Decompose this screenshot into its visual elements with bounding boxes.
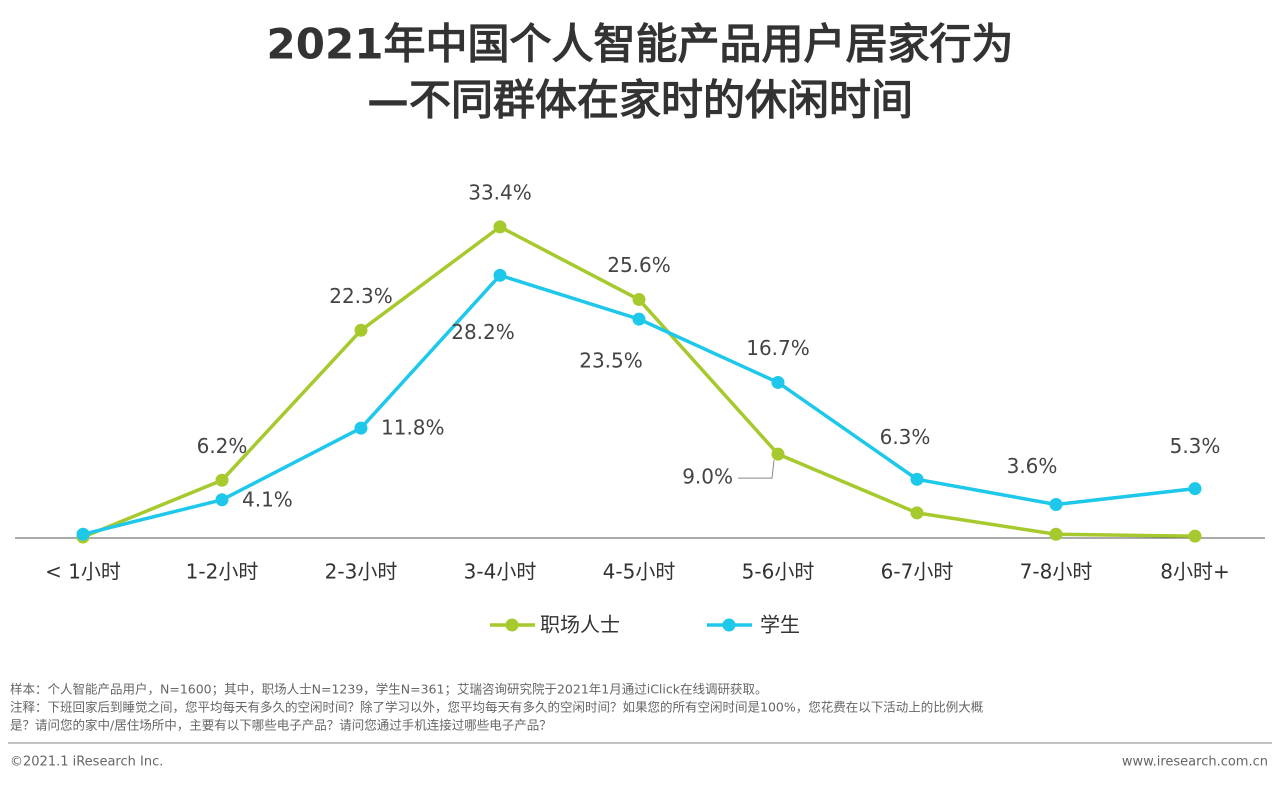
point [76, 527, 90, 541]
x-tick-label: < 1小时 [45, 560, 121, 584]
point [215, 473, 229, 487]
x-tick-label: 3-4小时 [464, 560, 537, 584]
point [354, 323, 368, 337]
point [1049, 527, 1063, 541]
legend-label: 学生 [760, 613, 800, 637]
point [910, 506, 924, 520]
data-label: 23.5% [579, 349, 643, 373]
point [493, 220, 507, 234]
data-label: 6.2% [197, 434, 248, 458]
website: www.iresearch.com.cn [1122, 755, 1268, 770]
legend-marker [505, 618, 519, 632]
chart-title: 2021年中国个人智能产品用户居家行为 [267, 20, 1014, 69]
x-tick-label: 8小时+ [1160, 560, 1229, 584]
data-label: 28.2% [451, 320, 515, 344]
point [1188, 529, 1202, 543]
footnote: 注释：下班回家后到睡觉之间，您平均每天有多久的空闲时间？除了学习以外，您平均每天… [10, 700, 983, 715]
data-label: 25.6% [607, 253, 671, 277]
data-label: 6.3% [880, 425, 931, 449]
data-label: 22.3% [329, 284, 393, 308]
x-tick-label: 5-6小时 [742, 560, 815, 584]
point [215, 493, 229, 507]
point [1049, 497, 1063, 511]
legend-marker [722, 618, 736, 632]
point [354, 421, 368, 435]
x-tick-label: 6-7小时 [881, 560, 954, 584]
chart-subtitle: —不同群体在家时的休闲时间 [367, 76, 913, 125]
data-label: 4.1% [242, 487, 293, 511]
x-tick-label: 2-3小时 [325, 560, 398, 584]
footnote: 样本：个人智能产品用户，N=1600；其中，职场人士N=1239，学生N=361… [10, 682, 767, 697]
data-label: 16.7% [746, 336, 810, 360]
x-tick-label: 1-2小时 [186, 560, 259, 584]
point [493, 268, 507, 282]
data-label: 33.4% [468, 180, 532, 204]
point [771, 375, 785, 389]
data-label: 11.8% [381, 416, 445, 440]
point [910, 472, 924, 486]
point [771, 447, 785, 461]
x-tick-label: 7-8小时 [1020, 560, 1093, 584]
leader-line [738, 460, 775, 479]
legend-label: 职场人士 [540, 613, 620, 637]
data-label: 9.0% [682, 465, 733, 489]
data-label: 5.3% [1170, 434, 1221, 458]
point [1188, 482, 1202, 496]
copyright: ©2021.1 iResearch Inc. [10, 755, 163, 770]
point [632, 312, 646, 326]
data-label: 3.6% [1007, 454, 1058, 478]
footnote: 是？请问您的家中/居住场所中，主要有以下哪些电子产品？请问您通过手机连接过哪些电… [10, 718, 552, 733]
point [632, 293, 646, 307]
x-tick-label: 4-5小时 [603, 560, 676, 584]
